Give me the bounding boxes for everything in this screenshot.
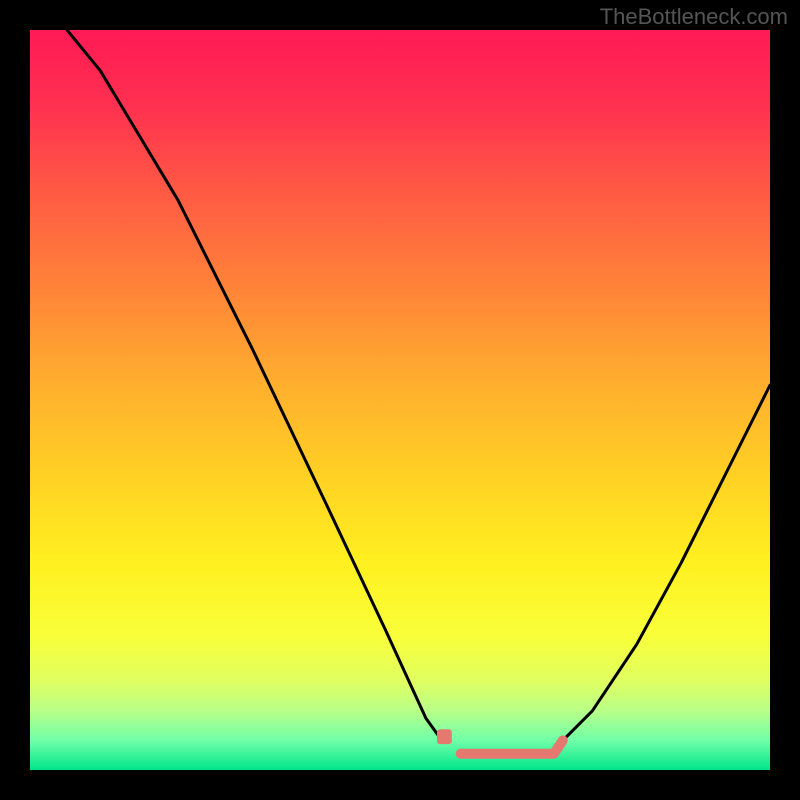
accent-floor-bar xyxy=(461,740,563,753)
watermark-text: TheBottleneck.com xyxy=(600,4,788,30)
curve-right-branch xyxy=(563,385,770,740)
bottleneck-curve xyxy=(30,30,770,770)
chart-container: TheBottleneck.com xyxy=(0,0,800,800)
plot-area xyxy=(30,30,770,770)
accent-marker-square xyxy=(437,729,452,744)
curve-left-branch xyxy=(67,30,443,742)
